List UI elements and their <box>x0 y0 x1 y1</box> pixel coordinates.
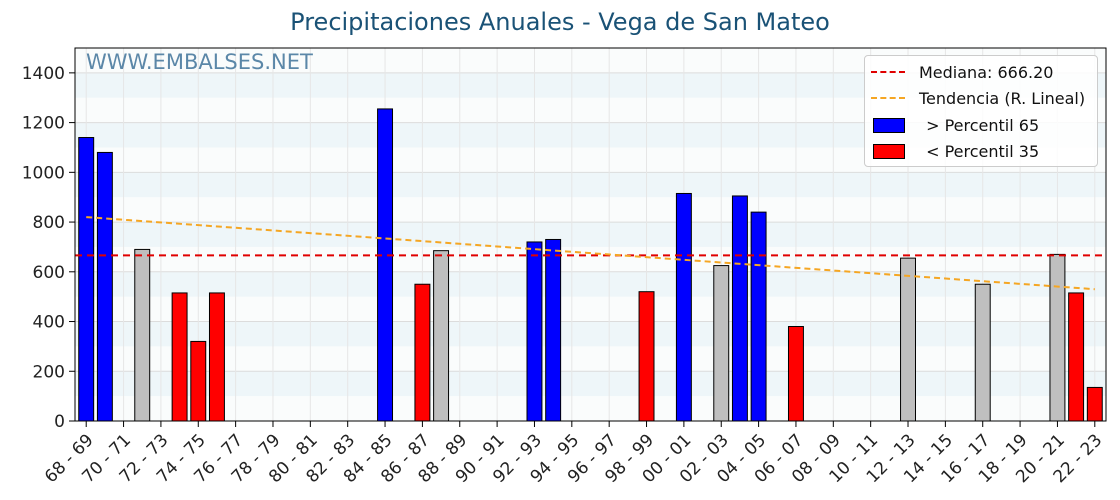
bar <box>208 292 225 422</box>
plot-frame <box>74 47 1107 422</box>
bar <box>171 292 188 422</box>
y-tick-label: 0 <box>54 412 65 432</box>
legend-label-median: Mediana: 666.20 <box>919 62 1054 82</box>
bar <box>78 137 95 422</box>
background-band <box>75 296 1106 322</box>
y-tick-label: 400 <box>33 313 65 333</box>
bar <box>675 192 692 422</box>
bar <box>1086 386 1103 422</box>
bar <box>545 238 562 422</box>
bar <box>974 283 991 422</box>
bar <box>96 151 113 422</box>
legend-label-p65: > Percentil 65 <box>921 115 1040 135</box>
median-line-swatch <box>871 71 905 73</box>
p35-swatch <box>873 143 905 159</box>
y-tick-label: 1000 <box>22 163 65 183</box>
legend-label-trend: Tendencia (R. Lineal) <box>919 88 1086 108</box>
background-band <box>75 396 1106 421</box>
background-band <box>75 197 1106 223</box>
bar <box>433 250 450 422</box>
legend-item-median: Mediana: 666.20 <box>871 61 1053 83</box>
p65-swatch <box>873 117 905 133</box>
bar <box>787 326 804 422</box>
background-band <box>75 321 1106 347</box>
background-band <box>75 222 1106 247</box>
bar <box>134 248 151 422</box>
legend-item-p65: > Percentil 65 <box>871 114 1039 136</box>
bar <box>377 108 394 422</box>
y-tick-label: 200 <box>33 362 65 382</box>
watermark: WWW.EMBALSES.NET <box>86 50 313 74</box>
bar <box>638 291 655 422</box>
background-band <box>75 172 1106 198</box>
y-tick-label: 600 <box>33 263 65 283</box>
bar <box>750 211 767 422</box>
bar <box>1049 253 1066 422</box>
bar <box>900 257 916 422</box>
bar <box>526 241 543 422</box>
bar <box>731 195 748 422</box>
y-tick-label: 1200 <box>22 114 65 134</box>
y-tick-label: 800 <box>33 213 65 233</box>
bar <box>1068 292 1085 422</box>
legend-item-trend: Tendencia (R. Lineal) <box>871 87 1085 109</box>
bar <box>190 340 207 422</box>
y-tick-label: 1400 <box>22 64 65 84</box>
background-band <box>75 271 1106 297</box>
background-band <box>75 346 1106 372</box>
bar <box>713 265 730 422</box>
trend-line-swatch <box>871 97 905 99</box>
legend: Mediana: 666.20 Tendencia (R. Lineal) > … <box>864 55 1098 167</box>
chart-title: Precipitaciones Anuales - Vega de San Ma… <box>290 8 830 36</box>
legend-label-p35: < Percentil 35 <box>921 141 1040 161</box>
background-band <box>75 371 1106 397</box>
trend-line <box>86 216 1095 291</box>
legend-item-p35: < Percentil 35 <box>871 140 1039 162</box>
background-band <box>75 246 1106 272</box>
bar <box>414 283 431 422</box>
